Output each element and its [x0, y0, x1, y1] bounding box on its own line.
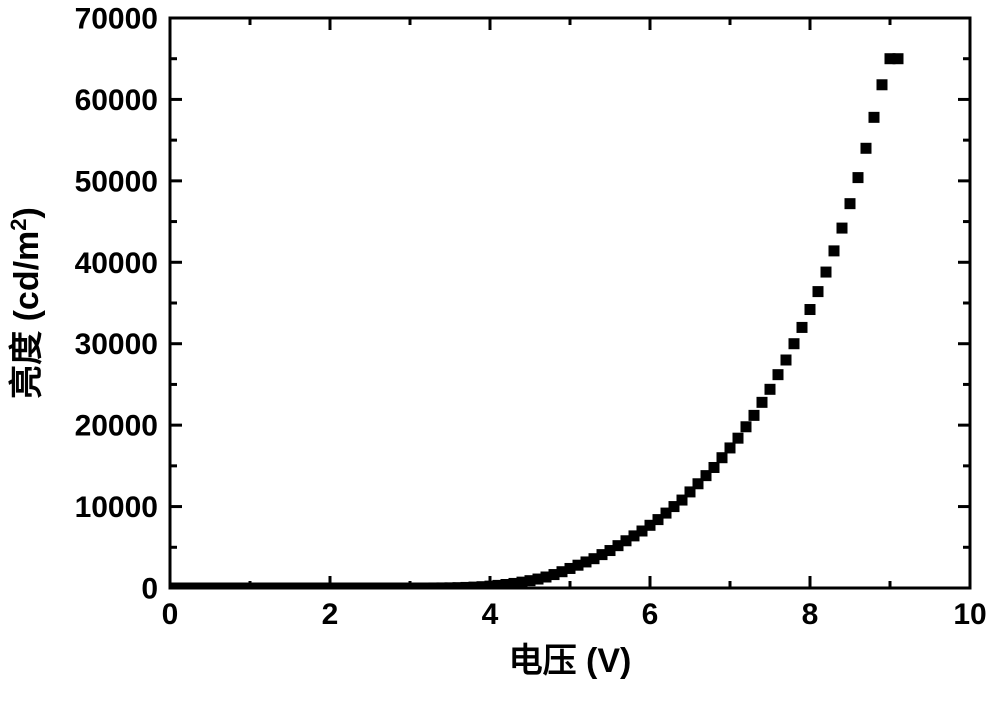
- y-tick-label: 40000: [75, 247, 158, 280]
- y-tick-label: 0: [141, 573, 158, 606]
- data-point: [861, 143, 872, 154]
- data-point: [877, 79, 888, 90]
- data-point: [725, 442, 736, 453]
- data-point: [845, 198, 856, 209]
- luminance-vs-voltage-chart: 0 2 4 6 8 10 电压 (V) 0 10000 20000 30000 40000 50000 6…: [0, 0, 1000, 702]
- x-tick-label: 4: [482, 598, 499, 631]
- x-tick-label: 8: [802, 598, 819, 631]
- data-point: [709, 462, 720, 473]
- data-point: [869, 112, 880, 123]
- data-point: [765, 384, 776, 395]
- x-axis-label: 电压 (V): [509, 642, 632, 680]
- y-tick-label: 30000: [75, 328, 158, 361]
- y-tick-label: 20000: [75, 410, 158, 443]
- data-point: [813, 286, 824, 297]
- y-tick-label: 50000: [75, 165, 158, 198]
- data-point: [821, 267, 832, 278]
- data-point: [757, 397, 768, 408]
- x-tick-label: 2: [322, 598, 339, 631]
- data-point: [829, 245, 840, 256]
- data-point: [805, 304, 816, 315]
- data-point: [717, 452, 728, 463]
- x-tick-label: 0: [162, 598, 179, 631]
- y-tick-label: 60000: [75, 84, 158, 117]
- x-tick-label: 10: [953, 598, 986, 631]
- data-point: [789, 338, 800, 349]
- y-axis-label: 亮度 (cd/m2): [6, 207, 47, 399]
- data-point: [837, 223, 848, 234]
- x-tick-label: 6: [642, 598, 659, 631]
- data-point: [749, 410, 760, 421]
- data-point: [733, 433, 744, 444]
- data-point: [797, 322, 808, 333]
- data-point: [741, 421, 752, 432]
- data-point: [773, 369, 784, 380]
- data-point: [853, 172, 864, 183]
- y-tick-label: 70000: [75, 3, 158, 36]
- y-tick-label: 10000: [75, 491, 158, 524]
- data-point: [893, 53, 904, 64]
- chart-svg: 0 2 4 6 8 10 电压 (V) 0 10000 20000 30000 40000 50000 6…: [0, 0, 1000, 702]
- data-point: [781, 355, 792, 366]
